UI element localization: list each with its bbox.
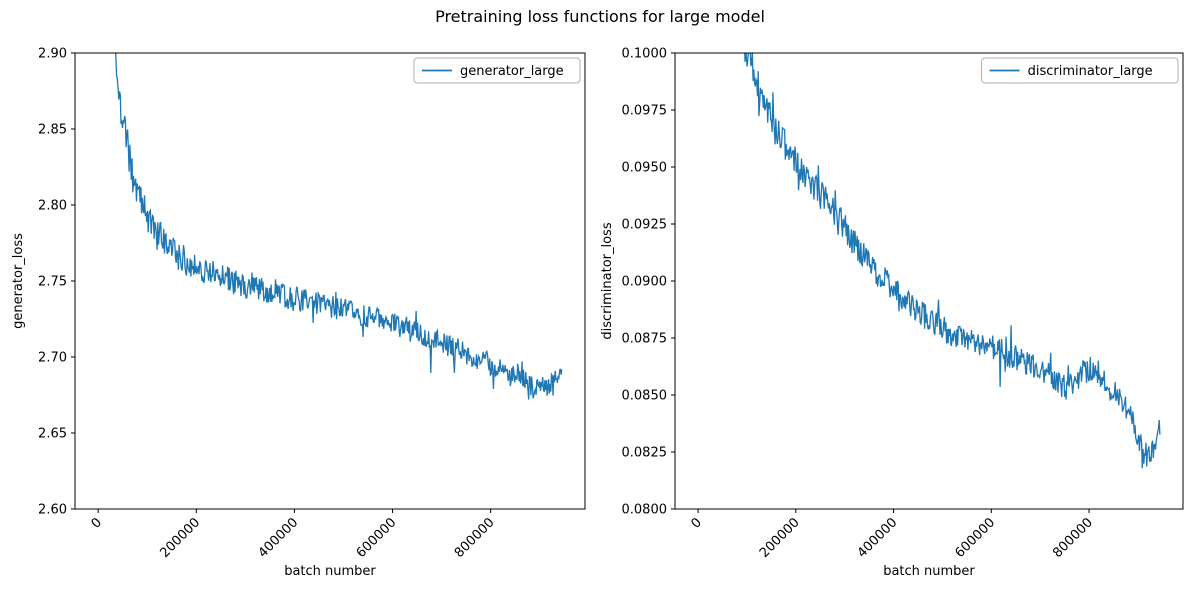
legend-label: discriminator_large <box>1028 64 1153 79</box>
legend: discriminator_large <box>981 57 1179 84</box>
y-tick-label: 0.0975 <box>622 104 668 119</box>
y-tick-label: 2.70 <box>38 351 67 366</box>
y-tick-label: 0.0800 <box>622 503 668 518</box>
x-tick-label: 600000 <box>952 515 998 561</box>
y-tick-label: 2.80 <box>38 199 67 214</box>
y-tick-label: 0.0875 <box>622 332 668 347</box>
y-tick-label: 0.1000 <box>622 47 668 62</box>
x-axis-label: batch number <box>284 564 376 579</box>
x-tick-label: 800000 <box>452 515 498 561</box>
y-axis-label: discriminator_loss <box>600 222 615 339</box>
y-axis-label: generator_loss <box>11 233 26 329</box>
axes-discriminator: 0 200000 400000 600000 800000 0.0800 0.0825 0.0… <box>600 47 1184 579</box>
x-tick-label: 200000 <box>157 515 203 561</box>
y-tick-label: 2.75 <box>38 275 67 290</box>
legend-box <box>981 57 1179 84</box>
x-tick-label: 200000 <box>757 515 803 561</box>
y-tick-label: 0.0900 <box>622 275 668 290</box>
legend-box <box>413 57 581 84</box>
x-tick-label: 800000 <box>1050 515 1096 561</box>
legend: generator_large <box>413 57 581 84</box>
y-tick-label: 0.0950 <box>622 161 668 176</box>
loss-curve <box>744 53 1161 469</box>
x-tick-label: 0 <box>688 515 704 531</box>
legend-label: generator_large <box>460 64 564 79</box>
y-tick-label: 2.65 <box>38 427 67 442</box>
y-tick-label: 0.0825 <box>622 446 668 461</box>
plot-border <box>674 52 1184 510</box>
figure-title: Pretraining loss functions for large mod… <box>435 7 765 26</box>
y-tick-label: 0.0850 <box>622 389 668 404</box>
y-tick-label: 2.90 <box>38 47 67 62</box>
x-tick-label: 400000 <box>256 515 302 561</box>
y-tick-label: 0.0925 <box>622 218 668 233</box>
x-tick-label: 600000 <box>354 515 400 561</box>
y-tick-label: 2.85 <box>38 123 67 138</box>
x-axis-label: batch number <box>883 564 975 579</box>
loss-curve <box>115 53 563 400</box>
x-tick-label: 400000 <box>855 515 901 561</box>
plot-border <box>74 52 586 510</box>
axes-generator: 0 200000 400000 600000 800000 2.60 2.65 2.70 2.7… <box>11 47 586 579</box>
x-tick-label: 0 <box>89 515 105 531</box>
y-tick-label: 2.60 <box>38 503 67 518</box>
